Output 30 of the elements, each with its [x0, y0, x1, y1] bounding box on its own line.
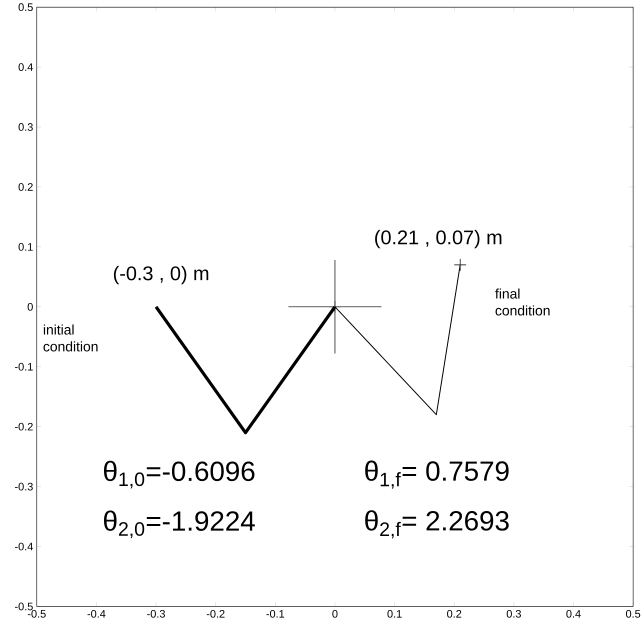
x-tick-label: 0.4	[566, 610, 581, 618]
y-tick-label: 0.5	[18, 3, 33, 12]
y-tick-label: -0.5	[14, 602, 33, 610]
y-tick-label: 0.2	[18, 183, 33, 191]
y-tick-label: 0.4	[18, 63, 33, 71]
annotation: (-0.3 , 0) m	[114, 266, 208, 284]
y-tick-label: -0.4	[14, 542, 33, 550]
y-tick-label: -0.2	[14, 422, 33, 431]
y-tick-label: 0.3	[18, 123, 33, 131]
x-tick-label: 0	[332, 610, 338, 618]
x-tick-label: 0.1	[387, 610, 402, 618]
annotation: initial condition	[44, 324, 98, 352]
y-tick-label: 0.1	[18, 243, 33, 251]
y-tick-label: 0	[28, 302, 33, 311]
annotation: θ$_{2,0}$=-1.9224	[104, 510, 255, 538]
annotation: θ$_{1,0}$=-0.6096	[104, 460, 254, 488]
y-tick-label: -0.1	[14, 362, 33, 371]
x-tick-label: -0.4	[88, 610, 106, 618]
annotation: final condition	[495, 288, 550, 316]
x-tick-label: -0.1	[266, 610, 284, 618]
annotation: θ$_{2,f}$= 2.2693	[365, 510, 509, 538]
x-tick-label: 0.3	[506, 610, 521, 618]
y-tick-label: -0.3	[14, 482, 33, 490]
x-tick-label: -0.2	[206, 610, 225, 618]
x-tick-label: -0.5	[28, 610, 46, 618]
annotation: (0.21 , 0.07) m	[375, 230, 502, 248]
x-tick-label: -0.3	[147, 610, 165, 618]
annotation: θ$_{1,f}$= 0.7579	[365, 460, 509, 489]
x-tick-label: 0.5	[626, 610, 640, 618]
x-tick-label: 0.2	[447, 610, 462, 618]
